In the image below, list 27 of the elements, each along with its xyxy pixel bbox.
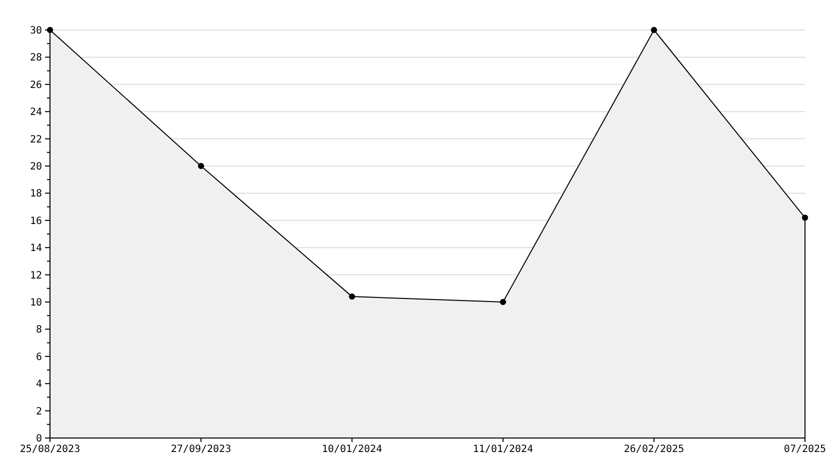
y-tick-label: 20 (30, 162, 42, 172)
y-tick-label: 14 (30, 243, 42, 254)
y-tick-label: 16 (30, 216, 42, 227)
point (802, 214, 808, 221)
x-tick-label: 25/08/2023 (20, 444, 80, 455)
y-tick-label: 26 (30, 80, 42, 91)
y-tick-label: 0 (36, 434, 42, 444)
y-tick-label: 8 (36, 324, 42, 336)
y-tick-label: 22 (30, 134, 42, 146)
y-tick-label: 12 (30, 270, 42, 282)
point (650, 26, 658, 34)
point (198, 162, 204, 170)
y-tick-label: 28 (30, 52, 42, 64)
x-tick-label: 11/01/2024 (472, 444, 534, 455)
y-tick-label: 2 (36, 406, 42, 418)
x-tick-label: 07/2025 (784, 444, 826, 455)
y-tick-label: 6 (36, 352, 42, 363)
point (500, 298, 506, 306)
point (348, 293, 356, 300)
y-tick-label: 30 (30, 26, 42, 36)
x-tick-label: 27/09/2023 (170, 444, 232, 455)
x-tick-label: 10/01/2024 (322, 444, 382, 455)
y-tick-label: 4 (36, 379, 42, 390)
y-tick-label: 18 (30, 188, 42, 200)
y-tick-label: 10 (30, 298, 42, 308)
y-tick-label: 24 (30, 107, 42, 118)
x-tick-label: 26/02/2025 (624, 444, 684, 455)
